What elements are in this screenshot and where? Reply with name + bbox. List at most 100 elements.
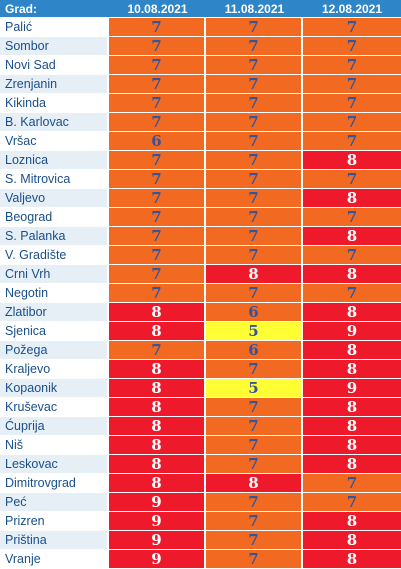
city-name-cell: Valjevo: [0, 189, 109, 208]
city-name-cell: Ćuprija: [0, 417, 109, 436]
uv-index-value-cell: 8: [303, 227, 401, 246]
city-name-cell: S. Palanka: [0, 227, 109, 246]
city-name-cell: Kruševac: [0, 398, 109, 417]
table-row: Prizren 9 7 8: [0, 512, 401, 531]
uv-index-value-cell: 7: [109, 284, 206, 303]
table-row: Negotin 7 7 7: [0, 284, 401, 303]
table-row: Peć 9 7 7: [0, 493, 401, 512]
uv-index-value-cell: 7: [109, 265, 206, 284]
table-row: Valjevo 7 7 8: [0, 189, 401, 208]
uv-index-value-cell: 7: [303, 18, 401, 37]
city-name-cell: S. Mitrovica: [0, 170, 109, 189]
uv-index-value-cell: 7: [109, 227, 206, 246]
uv-index-value-cell: 7: [206, 37, 303, 56]
uv-index-value-cell: 8: [303, 398, 401, 417]
uv-index-value-cell: 7: [206, 531, 303, 550]
table-row: Sjenica 8 5 9: [0, 322, 401, 341]
uv-index-value-cell: 7: [303, 474, 401, 493]
uv-index-value-cell: 7: [206, 189, 303, 208]
uv-index-value-cell: 7: [303, 208, 401, 227]
city-name-cell: Požega: [0, 341, 109, 360]
uv-index-value-cell: 7: [206, 360, 303, 379]
uv-index-value-cell: 8: [303, 303, 401, 322]
uv-index-value-cell: 5: [206, 379, 303, 398]
uv-index-value-cell: 9: [109, 493, 206, 512]
table-row: S. Mitrovica 7 7 7: [0, 170, 401, 189]
uv-index-value-cell: 8: [109, 417, 206, 436]
uv-index-value-cell: 7: [303, 75, 401, 94]
uv-index-value-cell: 7: [303, 37, 401, 56]
uv-index-value-cell: 8: [206, 474, 303, 493]
city-name-cell: Vranje: [0, 550, 109, 569]
uv-index-value-cell: 8: [109, 379, 206, 398]
uv-index-value-cell: 7: [206, 455, 303, 474]
uv-index-value-cell: 7: [206, 94, 303, 113]
uv-index-value-cell: 7: [206, 493, 303, 512]
uv-index-value-cell: 8: [109, 322, 206, 341]
uv-index-value-cell: 7: [303, 284, 401, 303]
uv-index-value-cell: 7: [303, 56, 401, 75]
table-body: Palić 7 7 7 Sombor 7 7 7 Novi Sad 7 7 7 Zrenjanin 7 7 7…: [0, 18, 401, 569]
city-name-cell: Palić: [0, 18, 109, 37]
uv-index-value-cell: 7: [206, 132, 303, 151]
uv-index-value-cell: 7: [303, 132, 401, 151]
uv-index-value-cell: 8: [303, 151, 401, 170]
city-name-cell: V. Gradište: [0, 246, 109, 265]
table-row: Kikinda 7 7 7: [0, 94, 401, 113]
uv-index-value-cell: 8: [109, 303, 206, 322]
uv-index-value-cell: 7: [109, 75, 206, 94]
table-row: B. Karlovac 7 7 7: [0, 113, 401, 132]
uv-index-value-cell: 8: [303, 455, 401, 474]
city-name-cell: Kopaonik: [0, 379, 109, 398]
uv-index-value-cell: 8: [303, 360, 401, 379]
city-name-cell: Niš: [0, 436, 109, 455]
city-name-cell: Crni Vrh: [0, 265, 109, 284]
uv-index-value-cell: 7: [303, 170, 401, 189]
table-row: Palić 7 7 7: [0, 18, 401, 37]
uv-index-value-cell: 8: [303, 512, 401, 531]
table-row: Beograd 7 7 7: [0, 208, 401, 227]
uv-index-value-cell: 9: [109, 550, 206, 569]
uv-index-value-cell: 7: [109, 341, 206, 360]
city-name-cell: Dimitrovgrad: [0, 474, 109, 493]
uv-index-value-cell: 9: [109, 512, 206, 531]
table-row: Kopaonik 8 5 9: [0, 379, 401, 398]
column-header-city: Grad:: [0, 0, 109, 18]
uv-index-value-cell: 8: [109, 455, 206, 474]
uv-index-value-cell: 6: [206, 303, 303, 322]
column-header-date: 12.08.2021: [303, 0, 401, 18]
uv-index-value-cell: 7: [303, 94, 401, 113]
city-name-cell: Kraljevo: [0, 360, 109, 379]
table-row: Crni Vrh 7 8 8: [0, 265, 401, 284]
uv-index-value-cell: 7: [109, 246, 206, 265]
city-name-cell: Sjenica: [0, 322, 109, 341]
uv-index-value-cell: 5: [206, 322, 303, 341]
uv-index-value-cell: 7: [206, 151, 303, 170]
uv-index-value-cell: 7: [109, 189, 206, 208]
table-row: Leskovac 8 7 8: [0, 455, 401, 474]
table-row: S. Palanka 7 7 8: [0, 227, 401, 246]
table-row: V. Gradište 7 7 7: [0, 246, 401, 265]
uv-index-value-cell: 8: [303, 189, 401, 208]
uv-index-value-cell: 7: [206, 284, 303, 303]
uv-index-value-cell: 7: [206, 18, 303, 37]
uv-index-value-cell: 7: [206, 75, 303, 94]
uv-index-value-cell: 8: [303, 531, 401, 550]
uv-index-value-cell: 7: [303, 246, 401, 265]
uv-index-value-cell: 8: [303, 341, 401, 360]
uv-index-value-cell: 7: [109, 208, 206, 227]
uv-index-value-cell: 8: [303, 265, 401, 284]
uv-index-value-cell: 7: [206, 113, 303, 132]
city-name-cell: Prizren: [0, 512, 109, 531]
uv-index-value-cell: 7: [206, 227, 303, 246]
uv-index-value-cell: 7: [206, 398, 303, 417]
table-row: Kraljevo 8 7 8: [0, 360, 401, 379]
city-name-cell: Novi Sad: [0, 56, 109, 75]
uv-index-value-cell: 7: [206, 417, 303, 436]
city-name-cell: B. Karlovac: [0, 113, 109, 132]
city-name-cell: Zrenjanin: [0, 75, 109, 94]
uv-index-value-cell: 7: [206, 56, 303, 75]
uv-index-value-cell: 7: [206, 512, 303, 531]
